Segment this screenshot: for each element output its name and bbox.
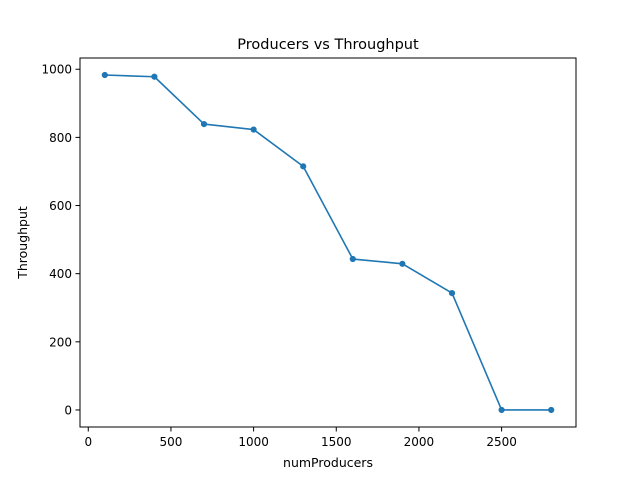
x-tick-label: 1000	[238, 435, 269, 449]
data-point	[349, 255, 356, 263]
series-layer	[101, 71, 555, 414]
data-point	[548, 406, 555, 414]
y-tick-label: 600	[49, 199, 72, 213]
x-tick-label: 1500	[321, 435, 352, 449]
x-tick-label: 2000	[404, 435, 435, 449]
series-line	[103, 74, 553, 411]
data-point	[399, 260, 406, 267]
data-point	[448, 289, 456, 297]
x-axis-ticks: 0 500 1000 1500 2000 2500	[84, 427, 517, 449]
data-point	[101, 71, 108, 79]
data-point	[151, 73, 158, 80]
x-tick-label: 2500	[486, 435, 517, 449]
y-axis-ticks: 0 200 400 600 800 1000	[41, 63, 80, 417]
x-axis-label: numProducers	[283, 455, 373, 470]
data-point	[498, 406, 505, 414]
y-axis-label: Throughput	[15, 206, 30, 280]
data-point	[200, 120, 208, 128]
data-point	[250, 126, 257, 133]
data-point	[300, 163, 307, 170]
x-tick-label: 0	[84, 435, 92, 449]
y-tick-label: 0	[64, 403, 72, 417]
plot-frame	[79, 57, 577, 428]
x-tick-label: 500	[159, 435, 182, 449]
y-tick-label: 400	[49, 267, 72, 281]
y-tick-label: 200	[49, 335, 72, 349]
chart-title: Producers vs Throughput	[237, 37, 419, 53]
y-tick-label: 800	[49, 131, 72, 145]
y-tick-label: 1000	[41, 63, 72, 77]
